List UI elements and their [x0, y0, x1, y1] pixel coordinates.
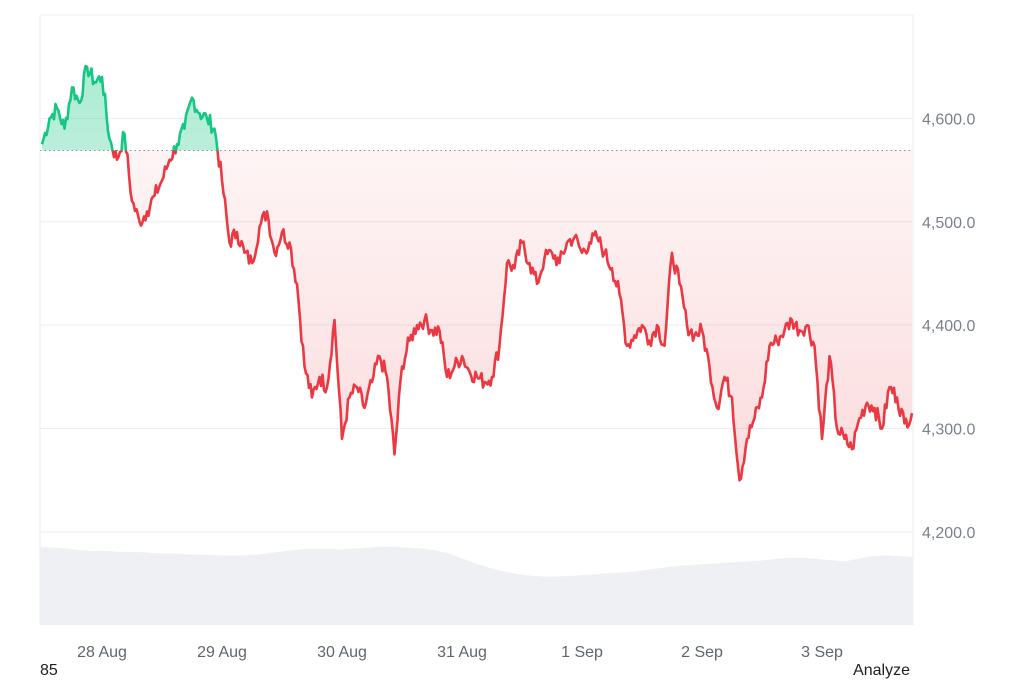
y-axis: 4,600.0 4,500.0 4,400.0 4,300.0 4,200.0 [922, 111, 975, 542]
price-line [40, 64, 914, 482]
series-line-above [40, 64, 219, 151]
x-tick-label: 1 Sep [561, 644, 603, 661]
y-tick-label: 4,400.0 [922, 318, 975, 335]
series-line-below [111, 150, 914, 482]
y-tick-label: 4,500.0 [922, 215, 975, 232]
volume-area [40, 546, 913, 625]
x-axis: 28 Aug 29 Aug 30 Aug 31 Aug 1 Sep 2 Sep 3 Sep [77, 644, 843, 661]
footer-left-text: 85 [40, 662, 58, 679]
y-tick-label: 4,600.0 [922, 111, 975, 128]
x-tick-label: 3 Sep [801, 644, 843, 661]
x-tick-label: 2 Sep [681, 644, 723, 661]
y-tick-label: 4,200.0 [922, 525, 975, 542]
volume-shape [40, 546, 913, 625]
x-tick-label: 28 Aug [77, 644, 127, 661]
analyze-link[interactable]: Analyze [853, 662, 910, 679]
x-tick-label: 31 Aug [437, 644, 487, 661]
y-tick-label: 4,300.0 [922, 422, 975, 439]
x-tick-label: 29 Aug [197, 644, 247, 661]
price-fill-area [42, 66, 912, 481]
area-below-baseline [112, 150, 912, 481]
x-tick-label: 30 Aug [317, 644, 367, 661]
